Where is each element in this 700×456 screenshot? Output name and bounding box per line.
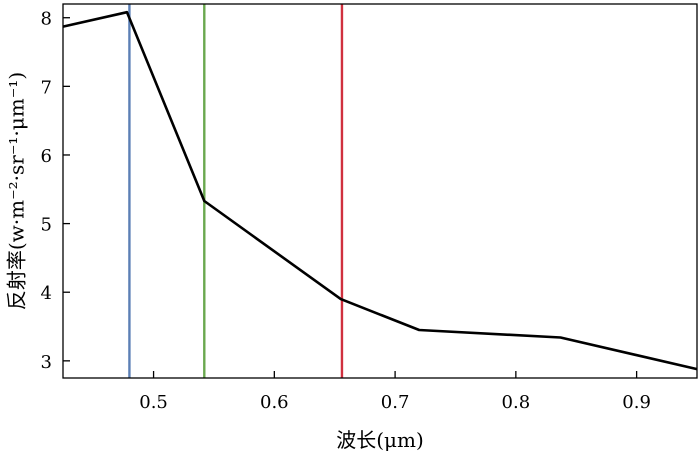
plot-frame — [62, 3, 698, 379]
x-tick-label: 0.9 — [622, 392, 651, 413]
y-tick-label: 8 — [41, 9, 52, 30]
y-tick-label: 7 — [41, 77, 52, 98]
y-axis-ticks: 3 4 5 6 7 8 — [41, 9, 70, 373]
x-tick-label: 0.7 — [381, 392, 410, 413]
x-axis-ticks: 0.5 0.6 0.7 0.8 0.9 — [139, 371, 651, 413]
series-line-1 — [62, 10, 698, 371]
x-axis-label: 波长(μm) — [336, 428, 424, 452]
y-tick-label: 3 — [41, 352, 52, 373]
y-tick-label: 5 — [41, 215, 52, 236]
x-tick-label: 0.6 — [260, 392, 289, 413]
y-axis-label: 反射率(w·m⁻²·sr⁻¹·μm⁻¹) — [5, 72, 29, 310]
x-tick-label: 0.5 — [139, 392, 168, 413]
series-group — [62, 10, 698, 371]
y-tick-label: 4 — [41, 283, 52, 304]
y-tick-label: 6 — [41, 146, 52, 167]
x-tick-label: 0.8 — [502, 392, 531, 413]
marker-lines — [128, 4, 344, 378]
